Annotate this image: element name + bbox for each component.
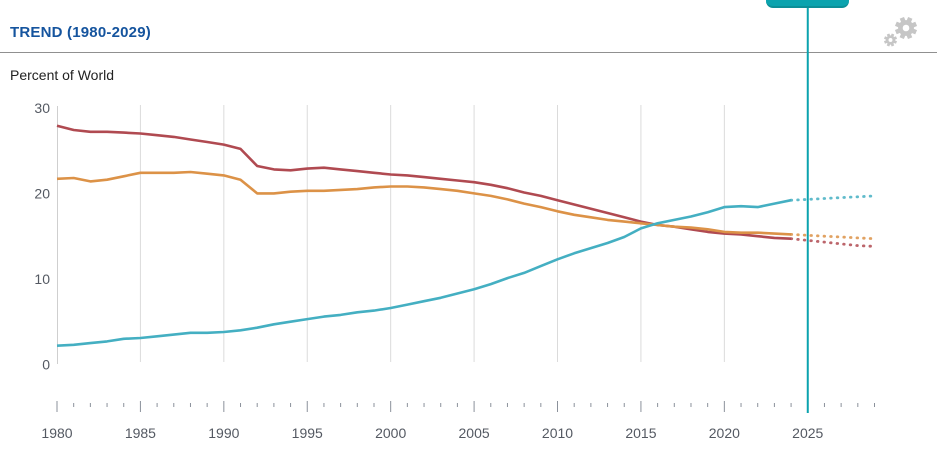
y-tick-label-20: 20	[34, 185, 50, 201]
header-divider	[0, 52, 937, 53]
series-line-red	[56, 124, 792, 240]
y-tick-label-0: 0	[42, 357, 50, 373]
x-tick-label-2025: 2025	[792, 425, 823, 441]
x-tick-label-1990: 1990	[208, 425, 239, 441]
x-tick-label-2010: 2010	[542, 425, 573, 441]
panel-title: TREND (1980-2029)	[10, 24, 151, 41]
year-slider-handle[interactable]	[766, 0, 850, 8]
series-line-orange	[56, 170, 792, 236]
settings-gear-icon[interactable]	[883, 16, 918, 47]
x-tick-label-2005: 2005	[459, 425, 490, 441]
series-projection-teal	[789, 194, 876, 202]
series-line-teal	[56, 198, 792, 347]
y-tick-label-30: 30	[34, 100, 50, 116]
series-projection-orange	[789, 232, 876, 241]
x-tick-label-1995: 1995	[292, 425, 323, 441]
x-tick-label-1980: 1980	[41, 425, 72, 441]
x-tick-label-2020: 2020	[709, 425, 740, 441]
x-tick-label-1985: 1985	[125, 425, 156, 441]
x-tick-label-2000: 2000	[375, 425, 406, 441]
x-tick-label-2015: 2015	[625, 425, 656, 441]
y-axis-unit-label: Percent of World	[10, 67, 115, 83]
gear-hole	[888, 38, 893, 42]
y-tick-label-10: 10	[34, 271, 50, 287]
series-projection-red	[789, 237, 876, 248]
gear-hole	[902, 24, 910, 32]
